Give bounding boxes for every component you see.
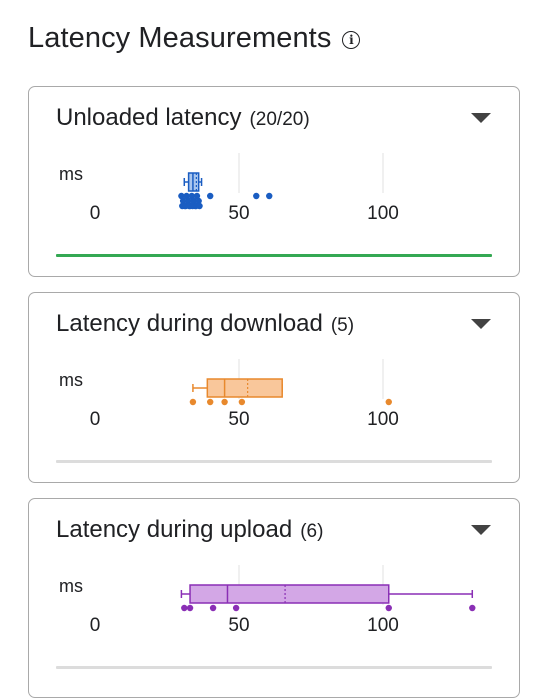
data-point	[469, 604, 476, 612]
data-point	[181, 604, 188, 612]
data-point	[196, 202, 203, 210]
status-bar	[56, 666, 492, 669]
tick-label: 0	[90, 615, 101, 636]
chevron-down-icon[interactable]	[471, 525, 491, 535]
card-count: (6)	[300, 520, 324, 542]
page-title: Latency Measurements	[28, 22, 332, 54]
latency-plot: ms 0 50 100	[59, 153, 399, 224]
data-point	[266, 192, 273, 200]
data-point	[185, 197, 192, 205]
tick-label: 100	[367, 409, 399, 430]
iqr-box	[189, 584, 390, 604]
data-point	[238, 398, 246, 406]
iqr-box	[206, 378, 283, 398]
card-title: Unloaded latency	[56, 104, 242, 131]
unit-label: ms	[59, 576, 83, 596]
data-point	[193, 192, 201, 200]
data-point	[253, 192, 260, 200]
data-point	[207, 192, 214, 200]
card-header[interactable]: Latency during upload (6)	[56, 513, 495, 547]
status-bar	[56, 460, 492, 463]
tick-label: 100	[367, 203, 399, 224]
card-upload-latency: Latency during upload (6) ms 0 50 100	[28, 498, 520, 698]
info-icon[interactable]: i	[342, 30, 361, 49]
chevron-down-icon[interactable]	[471, 319, 491, 329]
data-point	[207, 398, 214, 406]
card-count: (5)	[330, 314, 355, 336]
chevron-down-icon[interactable]	[471, 113, 491, 123]
latency-plot: ms 0 50 100	[59, 359, 399, 430]
card-count: (20/20)	[249, 108, 310, 130]
card-header[interactable]: Latency during download (5)	[56, 307, 495, 341]
card-title: Latency during upload	[56, 516, 293, 543]
tick-label: 50	[228, 203, 249, 224]
data-point	[385, 604, 392, 612]
page-header: Latency Measurements i	[28, 22, 361, 55]
unit-label: ms	[59, 164, 83, 184]
card-download-latency: Latency during download (5) ms 0 50 100	[28, 292, 520, 483]
data-point	[183, 192, 190, 200]
status-bar	[56, 254, 492, 257]
tick-label: 0	[90, 409, 101, 430]
data-point	[232, 604, 240, 612]
data-point	[195, 197, 202, 205]
data-point	[221, 398, 228, 406]
tick-label: 100	[367, 615, 399, 636]
latency-plot: ms 0 50 100	[59, 565, 476, 636]
data-point	[179, 197, 187, 205]
data-point	[188, 192, 195, 200]
tick-label: 0	[90, 203, 101, 224]
card-unloaded-latency: Unloaded latency (20/20) ms 0 50 100	[28, 86, 520, 277]
data-point	[178, 192, 185, 200]
data-point	[186, 604, 194, 612]
card-title: Latency during download	[56, 310, 323, 337]
data-point	[190, 197, 197, 205]
data-point	[385, 398, 392, 406]
card-header[interactable]: Unloaded latency (20/20)	[56, 101, 495, 135]
tick-label: 50	[228, 615, 249, 636]
data-point	[189, 398, 197, 406]
data-point	[209, 604, 217, 612]
tick-label: 50	[228, 409, 249, 430]
unit-label: ms	[59, 370, 83, 390]
